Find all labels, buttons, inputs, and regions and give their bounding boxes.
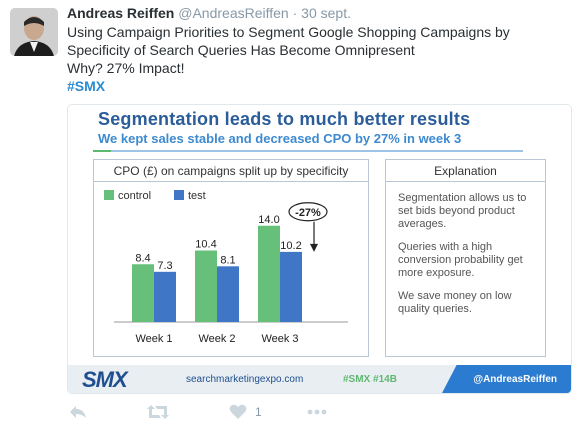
chart-panel: CPO (£) on campaigns split up by specifi…: [93, 159, 369, 357]
data-label-control-3: 14.0: [258, 214, 279, 226]
like-button[interactable]: 1: [229, 402, 262, 422]
slide-title: Segmentation leads to much better result…: [98, 109, 471, 129]
explanation-paragraph: Segmentation allows us to set bids beyon…: [398, 192, 527, 230]
author-handle[interactable]: @AndreasReiffen: [178, 5, 289, 21]
data-label-test-1: 7.3: [157, 260, 172, 272]
legend-swatch-control: [104, 190, 114, 200]
tweet-header: Andreas Reiffen @AndreasReiffen · 30 sep…: [67, 4, 572, 22]
chart-title: CPO (£) on campaigns split up by specifi…: [94, 160, 368, 182]
footer-handle: @AndreasReiffen: [473, 374, 557, 385]
data-label-control-2: 10.4: [195, 239, 216, 251]
avatar[interactable]: [10, 8, 58, 56]
bar-control-1: [132, 264, 154, 322]
tweet-actions: 1: [67, 402, 367, 422]
slide-subtitle: We kept sales stable and decreased CPO b…: [98, 131, 462, 146]
x-tick-label: Week 3: [261, 333, 298, 345]
tweet-text: Using Campaign Priorities to Segment Goo…: [67, 23, 572, 77]
explanation-paragraph: Queries with a high conversion probabili…: [398, 241, 523, 279]
more-button[interactable]: [307, 402, 327, 422]
slide-footer: SMX searchmarketingexpo.com #SMX #14B @A…: [68, 365, 571, 393]
bar-test-2: [217, 266, 239, 322]
data-label-test-3: 10.2: [280, 240, 301, 252]
tweet-body: Andreas Reiffen @AndreasReiffen · 30 sep…: [67, 4, 572, 95]
tweet-text-line: Why? 27% Impact!: [67, 60, 185, 76]
legend-label-test: test: [188, 190, 206, 202]
tweet-text-line: Specificity of Search Queries Has Become…: [67, 42, 415, 58]
smx-logo: SMX: [82, 367, 128, 392]
x-tick-label: Week 2: [198, 333, 235, 345]
tweet-text-line: Using Campaign Priorities to Segment Goo…: [67, 24, 510, 40]
hashtag-link[interactable]: #SMX: [67, 78, 106, 94]
annotation-arrow-head: [310, 243, 318, 252]
explanation-title: Explanation: [386, 160, 545, 182]
footer-ribbon: [441, 365, 571, 393]
reply-button[interactable]: [69, 402, 87, 422]
bar-test-3: [280, 251, 302, 322]
avatar-photo: [10, 8, 58, 56]
data-label-test-2: 8.1: [220, 254, 235, 266]
reply-icon: [70, 406, 86, 418]
footer-url: searchmarketingexpo.com: [186, 374, 304, 385]
author-name[interactable]: Andreas Reiffen: [67, 5, 175, 21]
x-tick-label: Week 1: [135, 333, 172, 345]
date-separator: ·: [292, 5, 298, 21]
legend-label-control: control: [118, 190, 151, 202]
like-count: 1: [255, 405, 262, 419]
explanation-panel: Explanation Segmentation allows us to se…: [385, 159, 546, 357]
annotation-bubble: [288, 202, 328, 222]
bar-test-1: [154, 271, 176, 322]
annotation-label: -27%: [295, 207, 321, 219]
cpo-bar-chart: control test 8.4 7.3 Week 1 10.4 8.1 Week 2 14.0…: [104, 190, 348, 345]
subtitle-underline: [93, 150, 523, 152]
bar-control-3: [258, 225, 280, 322]
more-icon: [307, 409, 327, 415]
tweet-date[interactable]: 30 sept.: [301, 5, 351, 21]
heart-icon: [229, 404, 247, 419]
retweet-icon: [147, 405, 169, 419]
retweet-button[interactable]: [147, 402, 169, 422]
footer-hashtag: #SMX #14B: [343, 374, 397, 385]
subtitle-accent: [93, 150, 111, 152]
bar-control-2: [195, 250, 217, 322]
data-label-control-1: 8.4: [135, 252, 150, 264]
legend-swatch-test: [174, 190, 184, 200]
tweet-media-image[interactable]: Segmentation leads to much better result…: [67, 104, 572, 394]
explanation-paragraph: We save money on low quality queries.: [398, 290, 512, 315]
